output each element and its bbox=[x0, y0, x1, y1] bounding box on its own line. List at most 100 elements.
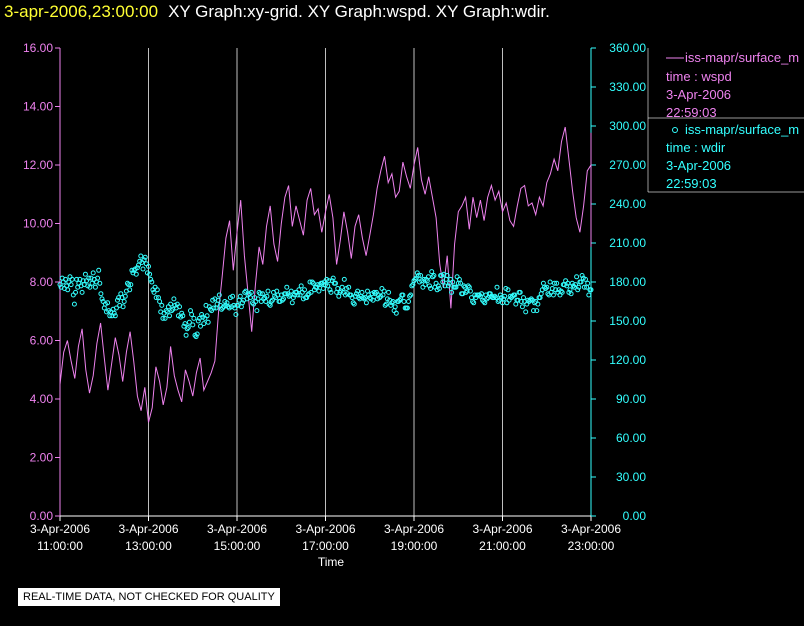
x-tick-label-time: 19:00:00 bbox=[391, 539, 438, 553]
wdir-point bbox=[216, 292, 222, 298]
wdir-point bbox=[339, 284, 345, 290]
wdir-point bbox=[215, 297, 221, 303]
left-tick-label: 0.00 bbox=[30, 509, 54, 523]
wdir-point bbox=[512, 292, 518, 298]
right-tick-label: 0.00 bbox=[623, 509, 647, 523]
wdir-point bbox=[494, 284, 500, 290]
wdir-point bbox=[534, 308, 540, 314]
legend-field-wdir: time : wdir bbox=[666, 140, 726, 155]
wdir-point bbox=[295, 292, 301, 298]
wdir-point bbox=[365, 288, 370, 294]
wdir-point bbox=[330, 275, 336, 281]
wdir-point bbox=[557, 292, 563, 298]
wdir-point bbox=[147, 271, 153, 277]
wdir-point bbox=[445, 283, 451, 289]
legend-name-wdir: iss-mapr/surface_m bbox=[685, 122, 800, 137]
wdir-point bbox=[406, 299, 411, 304]
wdir-point bbox=[383, 301, 389, 307]
x-tick-label-time: 13:00:00 bbox=[125, 539, 172, 553]
wdir-point bbox=[148, 276, 154, 282]
left-tick-label: 16.00 bbox=[23, 41, 53, 55]
wdir-series bbox=[57, 253, 594, 340]
wdir-point bbox=[404, 305, 410, 311]
wdir-point bbox=[535, 301, 541, 307]
axes bbox=[55, 47, 596, 521]
legend-circle-marker bbox=[672, 127, 678, 133]
wdir-point bbox=[341, 276, 347, 282]
wdir-point bbox=[74, 276, 80, 282]
legend bbox=[647, 48, 804, 193]
left-tick-label: 4.00 bbox=[30, 392, 54, 406]
left-tick-label: 6.00 bbox=[30, 334, 54, 348]
wdir-point bbox=[121, 299, 127, 304]
wdir-point bbox=[206, 304, 212, 310]
quality-disclaimer: REAL-TIME DATA, NOT CHECKED FOR QUALITY bbox=[18, 588, 280, 606]
wdir-point bbox=[585, 280, 591, 286]
wdir-point bbox=[444, 273, 450, 278]
wdir-point bbox=[168, 301, 174, 307]
wdir-point bbox=[199, 312, 205, 317]
legend-field-wspd: time : wspd bbox=[666, 69, 732, 84]
wdir-point bbox=[179, 310, 185, 316]
title-bar: 3-apr-2006,23:00:00 XY Graph:xy-grid. XY … bbox=[4, 1, 550, 25]
wdir-point bbox=[428, 286, 434, 291]
wdir-point bbox=[152, 284, 158, 290]
wdir-point bbox=[425, 274, 431, 280]
wdir-point bbox=[188, 308, 193, 314]
wdir-point bbox=[393, 310, 399, 316]
wdir-point bbox=[386, 289, 392, 295]
wdir-point bbox=[111, 310, 117, 316]
wdir-point bbox=[328, 289, 334, 295]
wdir-point bbox=[440, 279, 446, 285]
wdir-point bbox=[400, 292, 406, 298]
tick-labels: 3-Apr-2006 11:00:00 3-Apr-2006 13:00:00 3-Ap… bbox=[23, 41, 646, 553]
wdir-point bbox=[264, 293, 270, 299]
wdir-point bbox=[433, 280, 439, 286]
wdir-point bbox=[120, 304, 126, 310]
wdir-point bbox=[185, 325, 191, 330]
wdir-point bbox=[195, 318, 201, 324]
wdir-point bbox=[141, 257, 147, 263]
right-tick-label: 300.00 bbox=[609, 119, 646, 133]
wdir-point bbox=[381, 288, 387, 294]
wdir-point bbox=[335, 286, 341, 291]
x-tick-label-time: 23:00:00 bbox=[568, 539, 615, 553]
right-tick-label: 60.00 bbox=[616, 431, 646, 445]
wdir-point bbox=[456, 276, 462, 282]
wdir-point bbox=[183, 332, 189, 338]
right-tick-label: 150.00 bbox=[609, 314, 646, 328]
wdir-point bbox=[564, 283, 570, 289]
wdir-point bbox=[180, 313, 186, 319]
wdir-point bbox=[265, 288, 271, 294]
right-tick-label: 180.00 bbox=[609, 275, 646, 289]
wdir-point bbox=[573, 282, 578, 288]
wdir-point bbox=[552, 280, 557, 286]
left-tick-label: 2.00 bbox=[30, 451, 54, 465]
wdir-point bbox=[458, 280, 463, 286]
right-tick-label: 210.00 bbox=[609, 236, 646, 250]
wdir-point bbox=[154, 287, 160, 293]
wdir-point bbox=[431, 273, 437, 278]
wdir-point bbox=[436, 286, 442, 291]
wdir-point bbox=[359, 289, 365, 295]
wdir-point bbox=[415, 273, 421, 278]
x-tick-label-date: 3-Apr-2006 bbox=[30, 522, 90, 536]
x-axis-label: Time bbox=[318, 555, 345, 569]
wdir-point bbox=[477, 293, 483, 299]
wdir-point bbox=[230, 293, 236, 299]
wdir-point bbox=[547, 279, 553, 285]
wdir-point bbox=[388, 302, 394, 308]
wdir-point bbox=[363, 300, 369, 306]
wdir-point bbox=[574, 274, 580, 280]
x-tick-label-date: 3-Apr-2006 bbox=[384, 522, 444, 536]
wdir-point bbox=[257, 291, 263, 297]
wdir-point bbox=[336, 293, 342, 299]
wdir-point bbox=[259, 291, 265, 297]
wdir-point bbox=[442, 283, 448, 289]
wdir-point bbox=[165, 304, 171, 310]
wdir-point bbox=[92, 284, 98, 290]
wdir-point bbox=[479, 291, 484, 297]
wdir-point bbox=[177, 304, 182, 310]
wdir-point bbox=[302, 287, 307, 293]
wdir-point bbox=[82, 271, 88, 277]
